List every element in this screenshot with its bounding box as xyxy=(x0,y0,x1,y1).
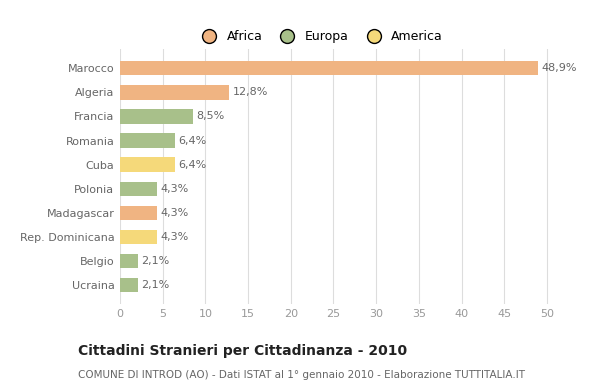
Bar xyxy=(120,109,193,124)
Text: 2,1%: 2,1% xyxy=(142,256,170,266)
Text: 2,1%: 2,1% xyxy=(142,280,170,290)
Bar xyxy=(120,230,157,244)
Text: 6,4%: 6,4% xyxy=(178,160,206,169)
Legend: Africa, Europa, America: Africa, Europa, America xyxy=(191,25,448,48)
Bar xyxy=(120,157,175,172)
Bar xyxy=(120,182,157,196)
Text: 4,3%: 4,3% xyxy=(160,184,188,194)
Bar xyxy=(120,206,157,220)
Text: 8,5%: 8,5% xyxy=(196,111,224,122)
Text: 4,3%: 4,3% xyxy=(160,232,188,242)
Text: 4,3%: 4,3% xyxy=(160,208,188,218)
Bar xyxy=(120,85,229,100)
Text: 48,9%: 48,9% xyxy=(541,63,577,73)
Text: Cittadini Stranieri per Cittadinanza - 2010: Cittadini Stranieri per Cittadinanza - 2… xyxy=(78,344,407,358)
Text: COMUNE DI INTROD (AO) - Dati ISTAT al 1° gennaio 2010 - Elaborazione TUTTITALIA.: COMUNE DI INTROD (AO) - Dati ISTAT al 1°… xyxy=(78,370,525,380)
Text: 6,4%: 6,4% xyxy=(178,136,206,146)
Text: 12,8%: 12,8% xyxy=(233,87,268,97)
Bar xyxy=(120,133,175,148)
Bar xyxy=(120,254,138,268)
Bar xyxy=(120,278,138,293)
Bar xyxy=(120,61,538,76)
